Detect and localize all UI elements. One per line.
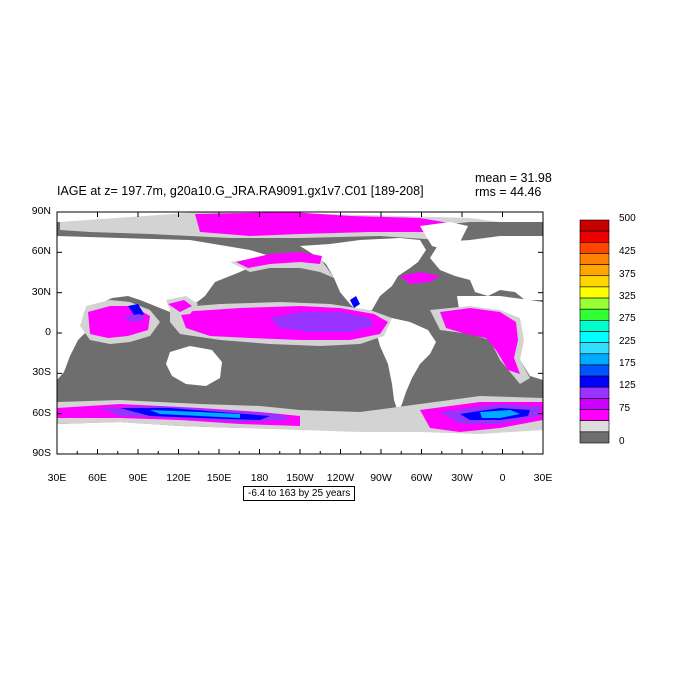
arctic-magenta: [195, 212, 455, 236]
lon-label: 90E: [128, 472, 148, 484]
southern-ocean-cyan: [150, 410, 520, 418]
colorbar-swatch: [579, 398, 610, 410]
colorbar-swatch: [579, 253, 610, 265]
lon-label: 30E: [47, 472, 67, 484]
lon-label: 60W: [410, 472, 433, 484]
colorbar-swatch: [579, 409, 610, 421]
colorbar-swatch: [579, 320, 610, 332]
colorbar-swatch: [579, 297, 610, 310]
colorbar-label: 275: [619, 313, 636, 325]
lat-label: 60N: [31, 245, 51, 258]
colorbar: [579, 219, 610, 444]
colorbar-swatch: [579, 331, 610, 343]
colorbar-label: 125: [619, 380, 636, 392]
lat-label: 0: [45, 326, 51, 338]
colorbar-label: 425: [619, 246, 636, 258]
land-eurasia-west: [57, 236, 270, 314]
colorbar-label: 0: [619, 436, 625, 447]
lon-label: 0: [499, 472, 506, 484]
colorbar-label: 175: [619, 357, 636, 369]
land-south-america: [374, 318, 436, 412]
land-north-america: [300, 238, 426, 314]
colorbar-swatch: [579, 342, 610, 355]
indian-ocean-violet: [124, 314, 146, 322]
land-greenland: [420, 222, 468, 250]
ocean-age-map: [57, 212, 543, 454]
lat-label: 90S: [32, 447, 51, 459]
lon-label: 30E: [533, 472, 553, 484]
east-pacific-blue: [350, 296, 360, 308]
axis-ticks: [56, 211, 544, 455]
north-pacific-magenta: [236, 252, 322, 268]
lon-label: 150W: [286, 472, 314, 484]
colorbar-label: 375: [619, 268, 636, 280]
colorbar-swatch: [579, 420, 610, 433]
colorbar-label: 75: [619, 402, 631, 414]
lon-label: 30W: [451, 472, 473, 484]
colorbar-label: 325: [619, 291, 636, 303]
southern-ocean-violet: [100, 404, 540, 424]
atlantic-magenta: [440, 308, 520, 374]
colorbar-swatch: [579, 275, 610, 288]
colorbar-label: 500: [619, 213, 636, 224]
colorbar-swatch: [579, 219, 610, 232]
land-australia: [166, 346, 222, 386]
colorbar-swatch: [579, 364, 610, 377]
lat-label: 60S: [32, 406, 51, 419]
contour-range-label: -6.4 to 163 by 25 years: [243, 486, 356, 501]
north-atlantic-magenta: [400, 272, 440, 284]
colorbar-swatch: [579, 431, 610, 444]
colorbar-swatch: [579, 386, 610, 399]
colorbar-swatch: [579, 353, 610, 366]
colorbar-label: 225: [619, 335, 636, 347]
colorbar-swatch: [579, 308, 610, 321]
mean-value: mean = 31.98: [475, 171, 552, 185]
colorbar-swatch: [579, 264, 610, 277]
colorbar-swatch: [579, 286, 610, 299]
southern-ocean-light-gray: [57, 396, 543, 434]
rms-value: rms = 44.46: [475, 185, 542, 199]
land-africa: [57, 296, 543, 380]
lat-label: 30S: [32, 366, 51, 379]
colorbar-swatch: [579, 375, 610, 388]
lat-label: 30N: [31, 285, 51, 298]
lon-label: 120W: [326, 472, 355, 484]
land-eurasia-east: [430, 236, 543, 300]
lon-label: 60E: [88, 472, 107, 484]
lon-label: 150E: [206, 472, 232, 484]
equatorial-pacific-violet: [270, 312, 374, 332]
colorbar-swatch: [579, 242, 610, 254]
lat-label: 90N: [31, 205, 51, 217]
lon-label: 180: [250, 472, 269, 484]
plot-title: IAGE at z= 197.7m, g20a10.G_JRA.RA9091.g…: [57, 184, 424, 198]
lon-label: 90W: [370, 472, 392, 484]
lon-label: 120E: [166, 472, 191, 484]
colorbar-swatch: [579, 230, 610, 243]
land-antarctica: [57, 422, 543, 454]
west-pacific-magenta: [168, 300, 192, 312]
